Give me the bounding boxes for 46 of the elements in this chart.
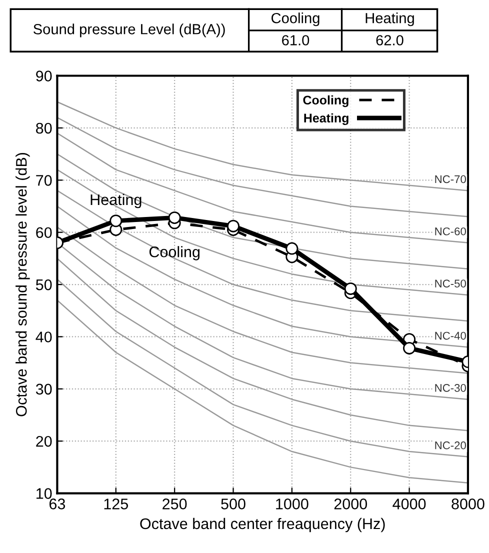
line-series <box>57 278 468 458</box>
y-tick-label: 50 <box>36 279 52 290</box>
x-tick-label: 63 <box>49 498 66 510</box>
text: Sound pressure Level (dB(A)) <box>34 24 225 38</box>
point <box>168 211 181 224</box>
y-tick-label: 40 <box>36 332 52 342</box>
series-label: NC-60 <box>435 227 466 236</box>
x-tick-label: 2000 <box>334 498 368 510</box>
x-tick-label: 125 <box>104 498 128 510</box>
text: 61.0 <box>282 35 310 46</box>
y-tick-label: 60 <box>36 227 52 238</box>
series-label: NC-50 <box>435 280 466 288</box>
series-label: NC-40 <box>435 332 466 340</box>
x-tick-label: 1000 <box>276 498 308 510</box>
y-tick-label: 70 <box>36 175 52 186</box>
y-tick-label: 10 <box>36 488 52 499</box>
x-tick-label: 4000 <box>392 498 426 510</box>
y-tick-label: 80 <box>36 122 52 134</box>
text: Heating <box>366 12 414 26</box>
x-axis-title: Octave band center freaquency (Hz) <box>140 518 385 532</box>
annotation: Heating <box>90 194 142 208</box>
line-series <box>57 190 468 322</box>
line-series <box>57 169 468 296</box>
point <box>286 242 298 255</box>
legend-label: Cooling <box>303 95 348 108</box>
text: Cooling <box>272 12 320 26</box>
line-series <box>57 132 468 244</box>
legend-label: Heating <box>304 113 348 126</box>
x-tick-label: 8000 <box>452 498 484 510</box>
annotation: Cooling <box>149 246 200 260</box>
line-series <box>57 300 468 484</box>
y-tick-label: 30 <box>36 384 52 395</box>
series-label: NC-30 <box>435 384 466 392</box>
series-label: NC-20 <box>435 441 466 450</box>
point <box>227 220 240 232</box>
point <box>403 342 416 354</box>
point <box>344 282 357 295</box>
y-tick-label: 20 <box>36 436 52 447</box>
y-axis-title: Octave band sound pressure level (dB) <box>16 152 30 416</box>
text: 62.0 <box>376 35 404 46</box>
line-series <box>57 153 468 270</box>
point <box>110 214 122 228</box>
series-label: NC-70 <box>435 175 466 184</box>
x-tick-label: 500 <box>221 498 246 510</box>
x-tick-label: 250 <box>162 498 187 510</box>
y-tick-label: 90 <box>36 70 52 82</box>
